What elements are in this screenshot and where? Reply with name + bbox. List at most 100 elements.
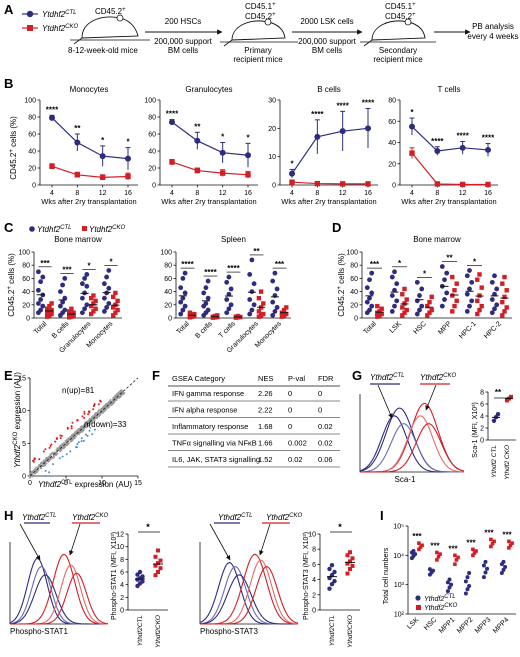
e-gene-point [107,405,110,407]
panel-c-letter: C [4,220,14,235]
e-gene-point [115,393,118,396]
panel-b-ytick-label: 0 [392,183,396,190]
panel-d-point [429,307,434,313]
panel-d-point [402,310,407,315]
panel-b-xtick-label: 12 [339,190,347,197]
panel-c-sig: * [87,261,91,270]
e-gene-point [68,438,71,441]
panel-c-point [93,298,98,304]
panel-c-sig: * [109,257,113,266]
panel-b-sig: **** [362,99,375,108]
gsea-table-cell: 0 [288,389,292,398]
panel-d-point [454,281,459,286]
recipient2-cd452: CD45.2+ [385,12,416,21]
panel-c-point [113,290,118,296]
e-gene-point [110,404,113,407]
panel-d-point [442,297,447,302]
panel-c-ytick-label: 100 [18,250,30,257]
panel-b-point [99,174,106,181]
h1-cko-label: Ythdf2CKO [72,513,108,522]
e-gene-point [101,407,104,409]
panel-c-sig: *** [40,259,50,268]
panel-d-point [444,270,450,276]
panel-b-sig: ** [74,124,81,133]
h2-cko-label: Ythdf2CKO [266,513,302,522]
panel-c-ytick-label: 100 [160,250,172,257]
e-gene-point [65,443,67,446]
h-dot-2-ytick-label: 2 [312,592,316,599]
i-category-label: HSC [423,616,438,631]
i-legend-ctl: Ythdf2CTL [424,594,456,603]
recipient1-cd451: CD45.1+ [245,2,276,11]
e-gene-point [98,413,101,416]
panel-b-xtick-label: 8 [75,190,79,197]
panel-c-point [104,305,109,310]
step2-bottom-2: BM cells [312,46,342,55]
i-point [501,559,506,564]
panel-c-group-1: Spleen 0 20 40 60 80 100 Total **** B cells **** T … [160,235,291,355]
e-ytick-label: 0 [22,474,26,481]
panel-d-point [425,303,430,309]
panel-b-ytick-label: 20 [388,161,396,168]
i-point [435,550,439,555]
e-down-point [48,471,51,474]
e-up-point [70,425,73,428]
g-dot-ytick-label: 8 [480,390,484,397]
g-histogram [359,383,465,473]
i-point [483,559,488,564]
panel-d-point [444,290,450,296]
gsea-table-cell: 1.66 [258,439,273,448]
h-dot-1-ytick-label: 12 [116,532,124,539]
i-point [499,570,504,575]
e-up-point [83,410,86,413]
panel-d-point [389,293,395,298]
panel-d-point [439,264,445,269]
gsea-table-header: P-val [288,374,305,383]
panel-c-point [224,297,230,302]
panel-d-ytick-label: 20 [350,302,358,309]
panel-b-series-line [411,126,489,152]
e-down-point [84,433,87,436]
panel-c-point [284,305,289,310]
i-category-label: LSK [406,616,421,631]
i-category-label: MPP2 [456,616,475,635]
panel-b-point [289,179,295,185]
e-gene-point [39,463,42,465]
panel-d-ytick-label: 0 [354,316,358,323]
panel-d-point [489,297,495,302]
panel-b-sig: **** [311,110,324,119]
panel-c-point [182,303,188,309]
panel-d-point [452,303,457,309]
panel-c-point [91,301,96,306]
e-gene-point [41,465,44,468]
panel-d-point [394,298,400,304]
e-gene-point [120,389,123,391]
legend-ctl-marker [26,10,34,18]
g-dot-ytick-label: 6 [480,402,484,409]
panel-c-point [111,294,116,300]
panel-b-ylabel: CD45.2+ cells (%) [9,116,18,180]
i-point [483,570,488,575]
panel-d-point [379,306,384,311]
step1-bottom-1: 200,000 support [154,37,213,46]
e-gene-point [91,420,94,423]
panel-c-sig: **** [204,268,217,277]
panel-b-series-line [171,161,249,176]
e-gene-point [66,444,68,447]
e-down-point [80,437,83,440]
panel-b-point [485,146,491,153]
i-point [413,552,418,557]
e-gene-point [96,416,99,419]
gsea-table-header: GSEA Category [172,374,225,383]
panel-c-point [71,310,76,315]
panel-b-xtick-label: 16 [484,190,492,197]
i-ylabel: Total cell numbers [383,547,390,604]
i-point [454,558,459,562]
h-dot-point [332,578,337,584]
panel-c-point [178,311,184,317]
e-gene-point [60,445,63,448]
panel-d-ytick-label: 100 [346,250,358,257]
panel-b-series-line [291,127,369,175]
e-gene-point [29,472,32,475]
